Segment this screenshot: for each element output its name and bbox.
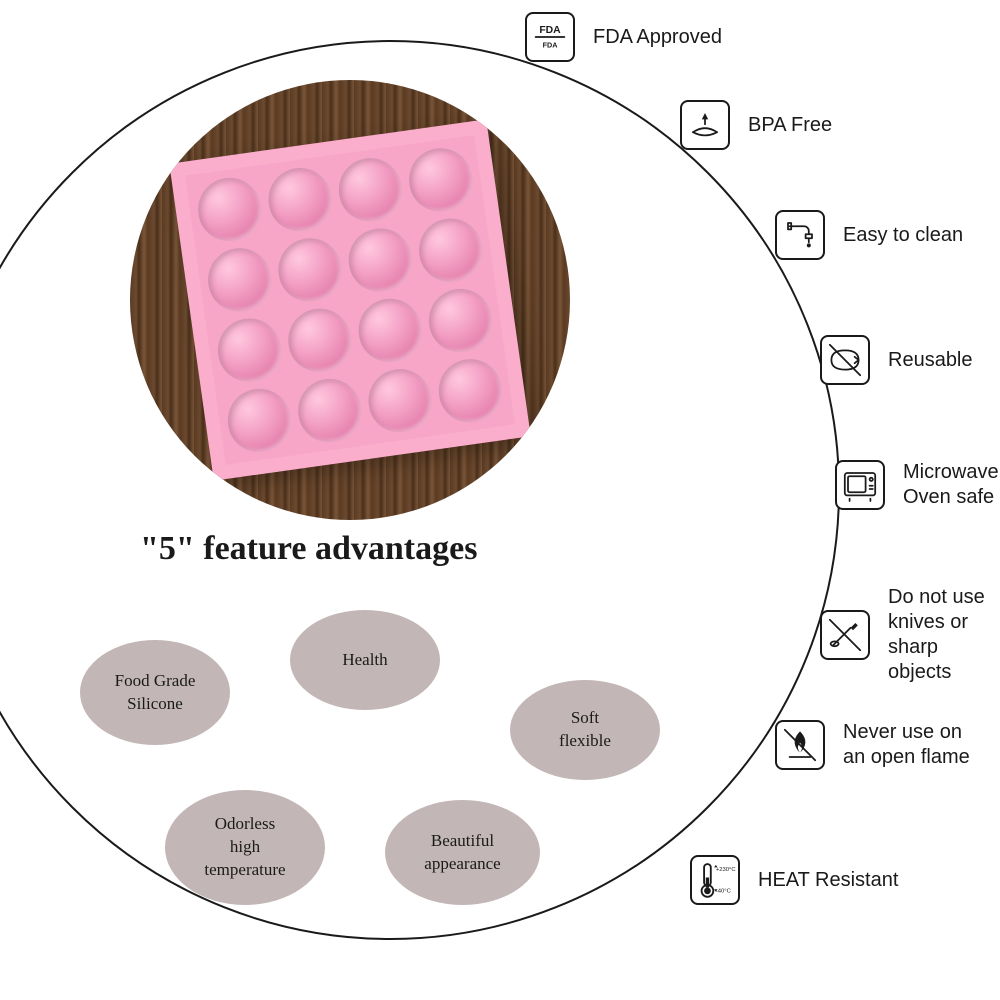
feature-label: BPA Free bbox=[748, 113, 832, 138]
feature-row: +230°C -40°C HEAT Resistant bbox=[690, 855, 898, 905]
thermo-icon: +230°C -40°C bbox=[690, 855, 740, 905]
advantage-bubble: Odorless high temperature bbox=[165, 790, 325, 905]
reuse-icon bbox=[820, 335, 870, 385]
feature-row: Never use on an open flame bbox=[775, 720, 970, 770]
microwave-icon bbox=[835, 460, 885, 510]
bpa-icon bbox=[680, 100, 730, 150]
feature-row: Easy to clean bbox=[775, 210, 963, 260]
silicone-mold bbox=[169, 119, 530, 480]
advantage-bubble: Soft flexible bbox=[510, 680, 660, 780]
feature-label: Do not use knives or sharp objects bbox=[888, 585, 1000, 685]
svg-text:FDA: FDA bbox=[539, 25, 561, 36]
fda-icon: FDA FDA bbox=[525, 12, 575, 62]
svg-text:+230°C: +230°C bbox=[716, 867, 736, 873]
advantage-bubble: Beautiful appearance bbox=[385, 800, 540, 905]
feature-label: Microwave Oven safe bbox=[903, 460, 999, 510]
svg-text:-40°C: -40°C bbox=[716, 889, 732, 895]
no-flame-icon bbox=[775, 720, 825, 770]
no-knife-icon bbox=[820, 610, 870, 660]
feature-label: HEAT Resistant bbox=[758, 868, 898, 893]
feature-label: Easy to clean bbox=[843, 223, 963, 248]
feature-row: Reusable bbox=[820, 335, 973, 385]
feature-label: FDA Approved bbox=[593, 25, 722, 50]
faucet-icon bbox=[775, 210, 825, 260]
feature-row: Do not use knives or sharp objects bbox=[820, 585, 1000, 685]
advantage-bubble: Health bbox=[290, 610, 440, 710]
feature-label: Never use on an open flame bbox=[843, 720, 970, 770]
feature-label: Reusable bbox=[888, 348, 973, 373]
svg-text:FDA: FDA bbox=[543, 40, 558, 49]
product-photo bbox=[130, 80, 570, 520]
feature-row: FDA FDA FDA Approved bbox=[525, 12, 722, 62]
heading: "5" feature advantages bbox=[140, 530, 477, 568]
feature-row: BPA Free bbox=[680, 100, 832, 150]
advantage-bubble: Food Grade Silicone bbox=[80, 640, 230, 745]
feature-row: Microwave Oven safe bbox=[835, 460, 999, 510]
